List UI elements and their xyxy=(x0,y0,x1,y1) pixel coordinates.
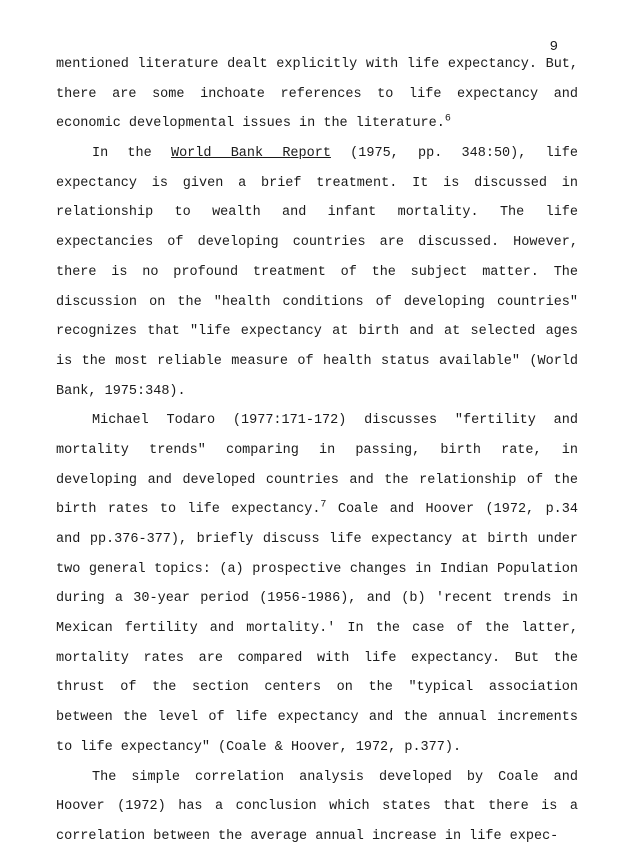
p2-underlined: World Bank Report xyxy=(171,146,331,161)
paragraph-3: Michael Todaro (1977:171-172) discusses … xyxy=(56,406,578,762)
paragraph-4: The simple correlation analysis develope… xyxy=(56,763,578,852)
p1-text: mentioned literature dealt explicitly wi… xyxy=(56,57,578,131)
footnote-6: 6 xyxy=(445,114,451,125)
p2-post: (1975, pp. 348:50), life expectancy is g… xyxy=(56,146,578,399)
p4-text: The simple correlation analysis develope… xyxy=(56,770,578,844)
page-number: 9 xyxy=(550,32,558,63)
paragraph-2: In the World Bank Report (1975, pp. 348:… xyxy=(56,139,578,406)
paragraph-1: mentioned literature dealt explicitly wi… xyxy=(56,50,578,139)
p2-pre: In the xyxy=(92,146,171,161)
p3-post: Coale and Hoover (1972, p.34 and pp.376-… xyxy=(56,502,578,755)
